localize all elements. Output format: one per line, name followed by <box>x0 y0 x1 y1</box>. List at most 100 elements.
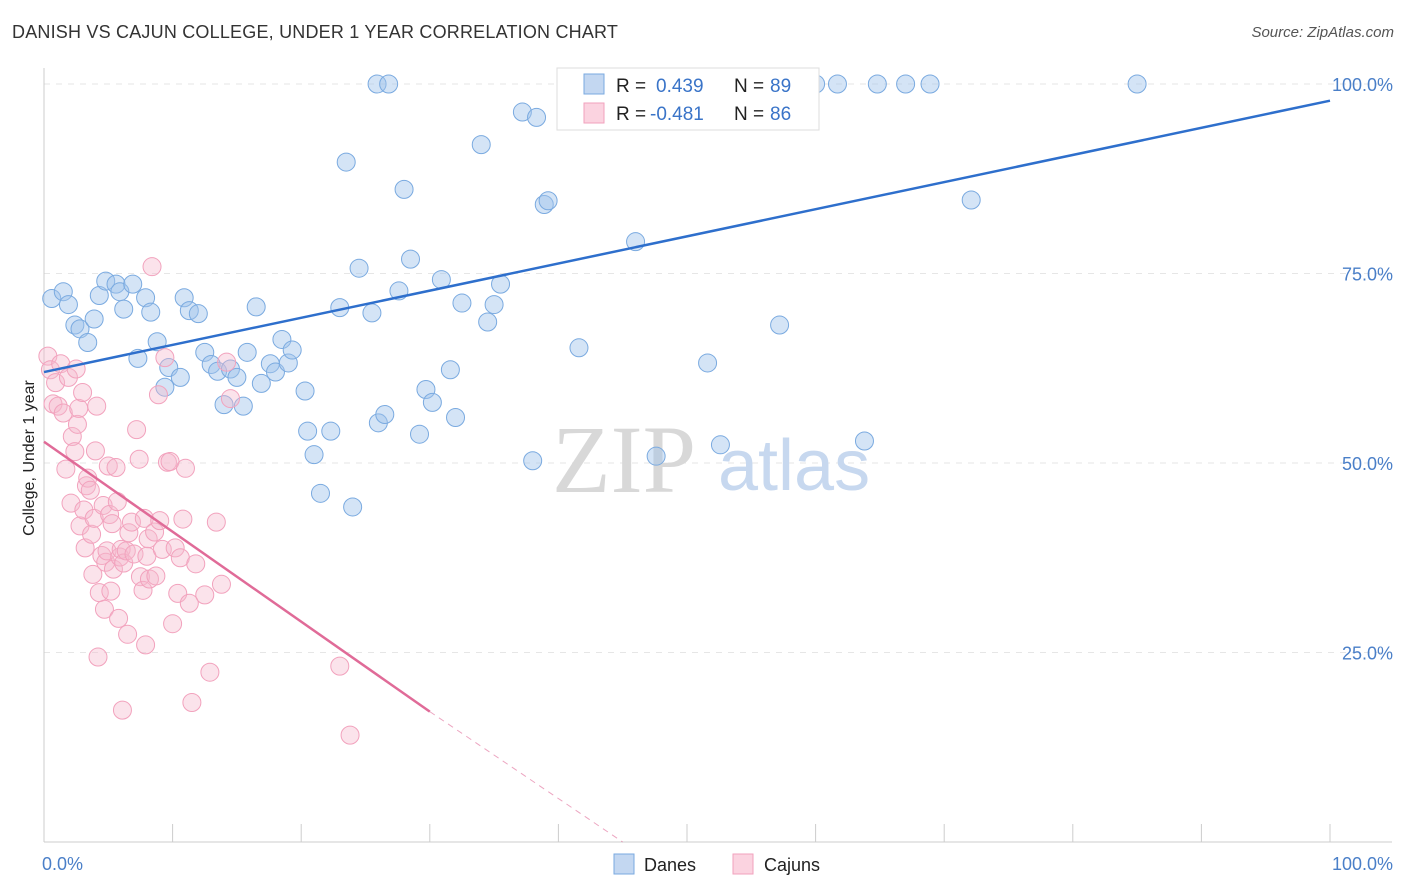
danes-point-37 <box>282 340 302 360</box>
danes-point-88 <box>961 190 981 210</box>
danes-point-44 <box>336 152 356 172</box>
danes-point-22 <box>188 304 208 324</box>
danes-trend-line <box>43 99 1331 374</box>
cajuns-point-74 <box>175 458 195 478</box>
legend-swatch-danes <box>583 73 605 95</box>
danes-point-23 <box>195 342 215 362</box>
danes-point-69 <box>534 195 554 215</box>
danes-point-38 <box>295 381 315 401</box>
danes-point-28 <box>227 367 247 387</box>
x-tick-label-1: 100.0% <box>1332 854 1393 874</box>
danes-point-30 <box>237 342 257 362</box>
cajuns-point-40 <box>107 492 127 512</box>
cajuns-point-11 <box>65 442 85 462</box>
danes-point-42 <box>321 421 341 441</box>
danes-point-3 <box>65 315 85 335</box>
danes-point-14 <box>136 288 156 308</box>
watermark: ZIP atlas <box>552 406 870 513</box>
danes-point-35 <box>272 329 292 349</box>
danes-point-45 <box>343 497 363 517</box>
cajuns-point-7 <box>56 459 76 479</box>
cajuns-point-51 <box>127 420 147 440</box>
axes <box>43 68 1392 843</box>
danes-point-34 <box>265 362 285 382</box>
cajuns-point-78 <box>195 585 215 605</box>
cajuns-point-39 <box>106 458 126 478</box>
danes-point-0 <box>42 289 62 309</box>
bottom-legend-swatch-danes <box>613 853 635 875</box>
danes-point-59 <box>440 360 460 380</box>
y-tick-label-1: 50.0% <box>1342 454 1393 474</box>
danes-point-70 <box>538 191 558 211</box>
danes-point-40 <box>304 445 324 465</box>
cajuns-point-85 <box>340 725 360 745</box>
legend-n-label-danes: N = <box>734 76 764 97</box>
danes-point-51 <box>379 74 399 94</box>
cajuns-point-27 <box>88 647 108 667</box>
cajuns-point-33 <box>97 541 117 561</box>
chart-source: Source: ZipAtlas.com <box>1251 24 1394 41</box>
danes-point-83 <box>827 74 847 94</box>
danes-point-49 <box>375 404 395 424</box>
legend-n-label-cajuns: N = <box>734 104 764 125</box>
danes-point-60 <box>446 408 466 428</box>
cajuns-point-25 <box>85 441 105 461</box>
cajuns-point-22 <box>82 524 102 544</box>
legend-n-value-danes: 89 <box>770 76 791 97</box>
danes-point-61 <box>452 293 472 313</box>
y-tick-label-3: 100.0% <box>1332 75 1393 95</box>
danes-point-64 <box>484 295 504 315</box>
bottom-legend: Danes Cajuns <box>613 853 820 875</box>
danes-point-63 <box>478 312 498 332</box>
danes-point-67 <box>523 451 543 471</box>
cajuns-point-76 <box>182 693 202 713</box>
cajuns-point-73 <box>173 509 193 529</box>
cajuns-point-83 <box>220 389 240 409</box>
cajuns-point-77 <box>186 554 206 574</box>
legend-r-value-cajuns: -0.481 <box>650 104 704 125</box>
cajuns-point-46 <box>116 541 136 561</box>
danes-point-84 <box>854 431 874 451</box>
danes-point-57 <box>422 392 442 412</box>
danes-point-68 <box>527 107 547 127</box>
cajuns-point-34 <box>98 456 118 476</box>
cajuns-point-84 <box>330 656 350 676</box>
danes-point-31 <box>246 297 266 317</box>
danes-point-86 <box>896 74 916 94</box>
cajuns-point-82 <box>217 352 237 372</box>
danes-point-53 <box>394 179 414 199</box>
danes-point-89 <box>1127 74 1147 94</box>
danes-point-6 <box>84 309 104 329</box>
cajuns-point-66 <box>155 348 175 368</box>
cajuns-point-52 <box>129 449 149 469</box>
danes-point-54 <box>401 249 421 269</box>
cajuns-point-31 <box>94 599 114 619</box>
cajuns-point-21 <box>80 480 100 500</box>
danes-point-17 <box>155 377 175 397</box>
danes-point-81 <box>770 315 790 335</box>
danes-point-32 <box>251 373 271 393</box>
cajuns-point-62 <box>146 566 166 586</box>
danes-point-71 <box>569 338 589 358</box>
danes-point-79 <box>710 435 730 455</box>
legend-n-value-cajuns: 86 <box>770 104 791 125</box>
legend-r-label-cajuns: R = <box>616 104 646 125</box>
cajuns-point-44 <box>112 700 132 720</box>
cajuns-point-36 <box>101 581 121 601</box>
danes-point-1 <box>53 282 73 302</box>
cajuns-point-63 <box>148 385 168 405</box>
danes-point-15 <box>141 302 161 322</box>
danes-point-85 <box>867 74 887 94</box>
cajuns-point-3 <box>46 373 66 393</box>
danes-point-78 <box>698 353 718 373</box>
cajuns-point-69 <box>163 614 183 634</box>
tick-labels: 25.0% 50.0% 75.0% 100.0% 0.0% 100.0% <box>42 75 1393 874</box>
y-axis-title: College, Under 1 year <box>21 380 38 536</box>
watermark-atlas: atlas <box>718 426 870 506</box>
trend-lines <box>43 99 1331 843</box>
legend-r-value-danes: 0.439 <box>656 76 704 97</box>
cajuns-point-8 <box>58 367 78 387</box>
cajuns-point-80 <box>206 512 226 532</box>
legend-r-label-danes: R = <box>616 76 646 97</box>
